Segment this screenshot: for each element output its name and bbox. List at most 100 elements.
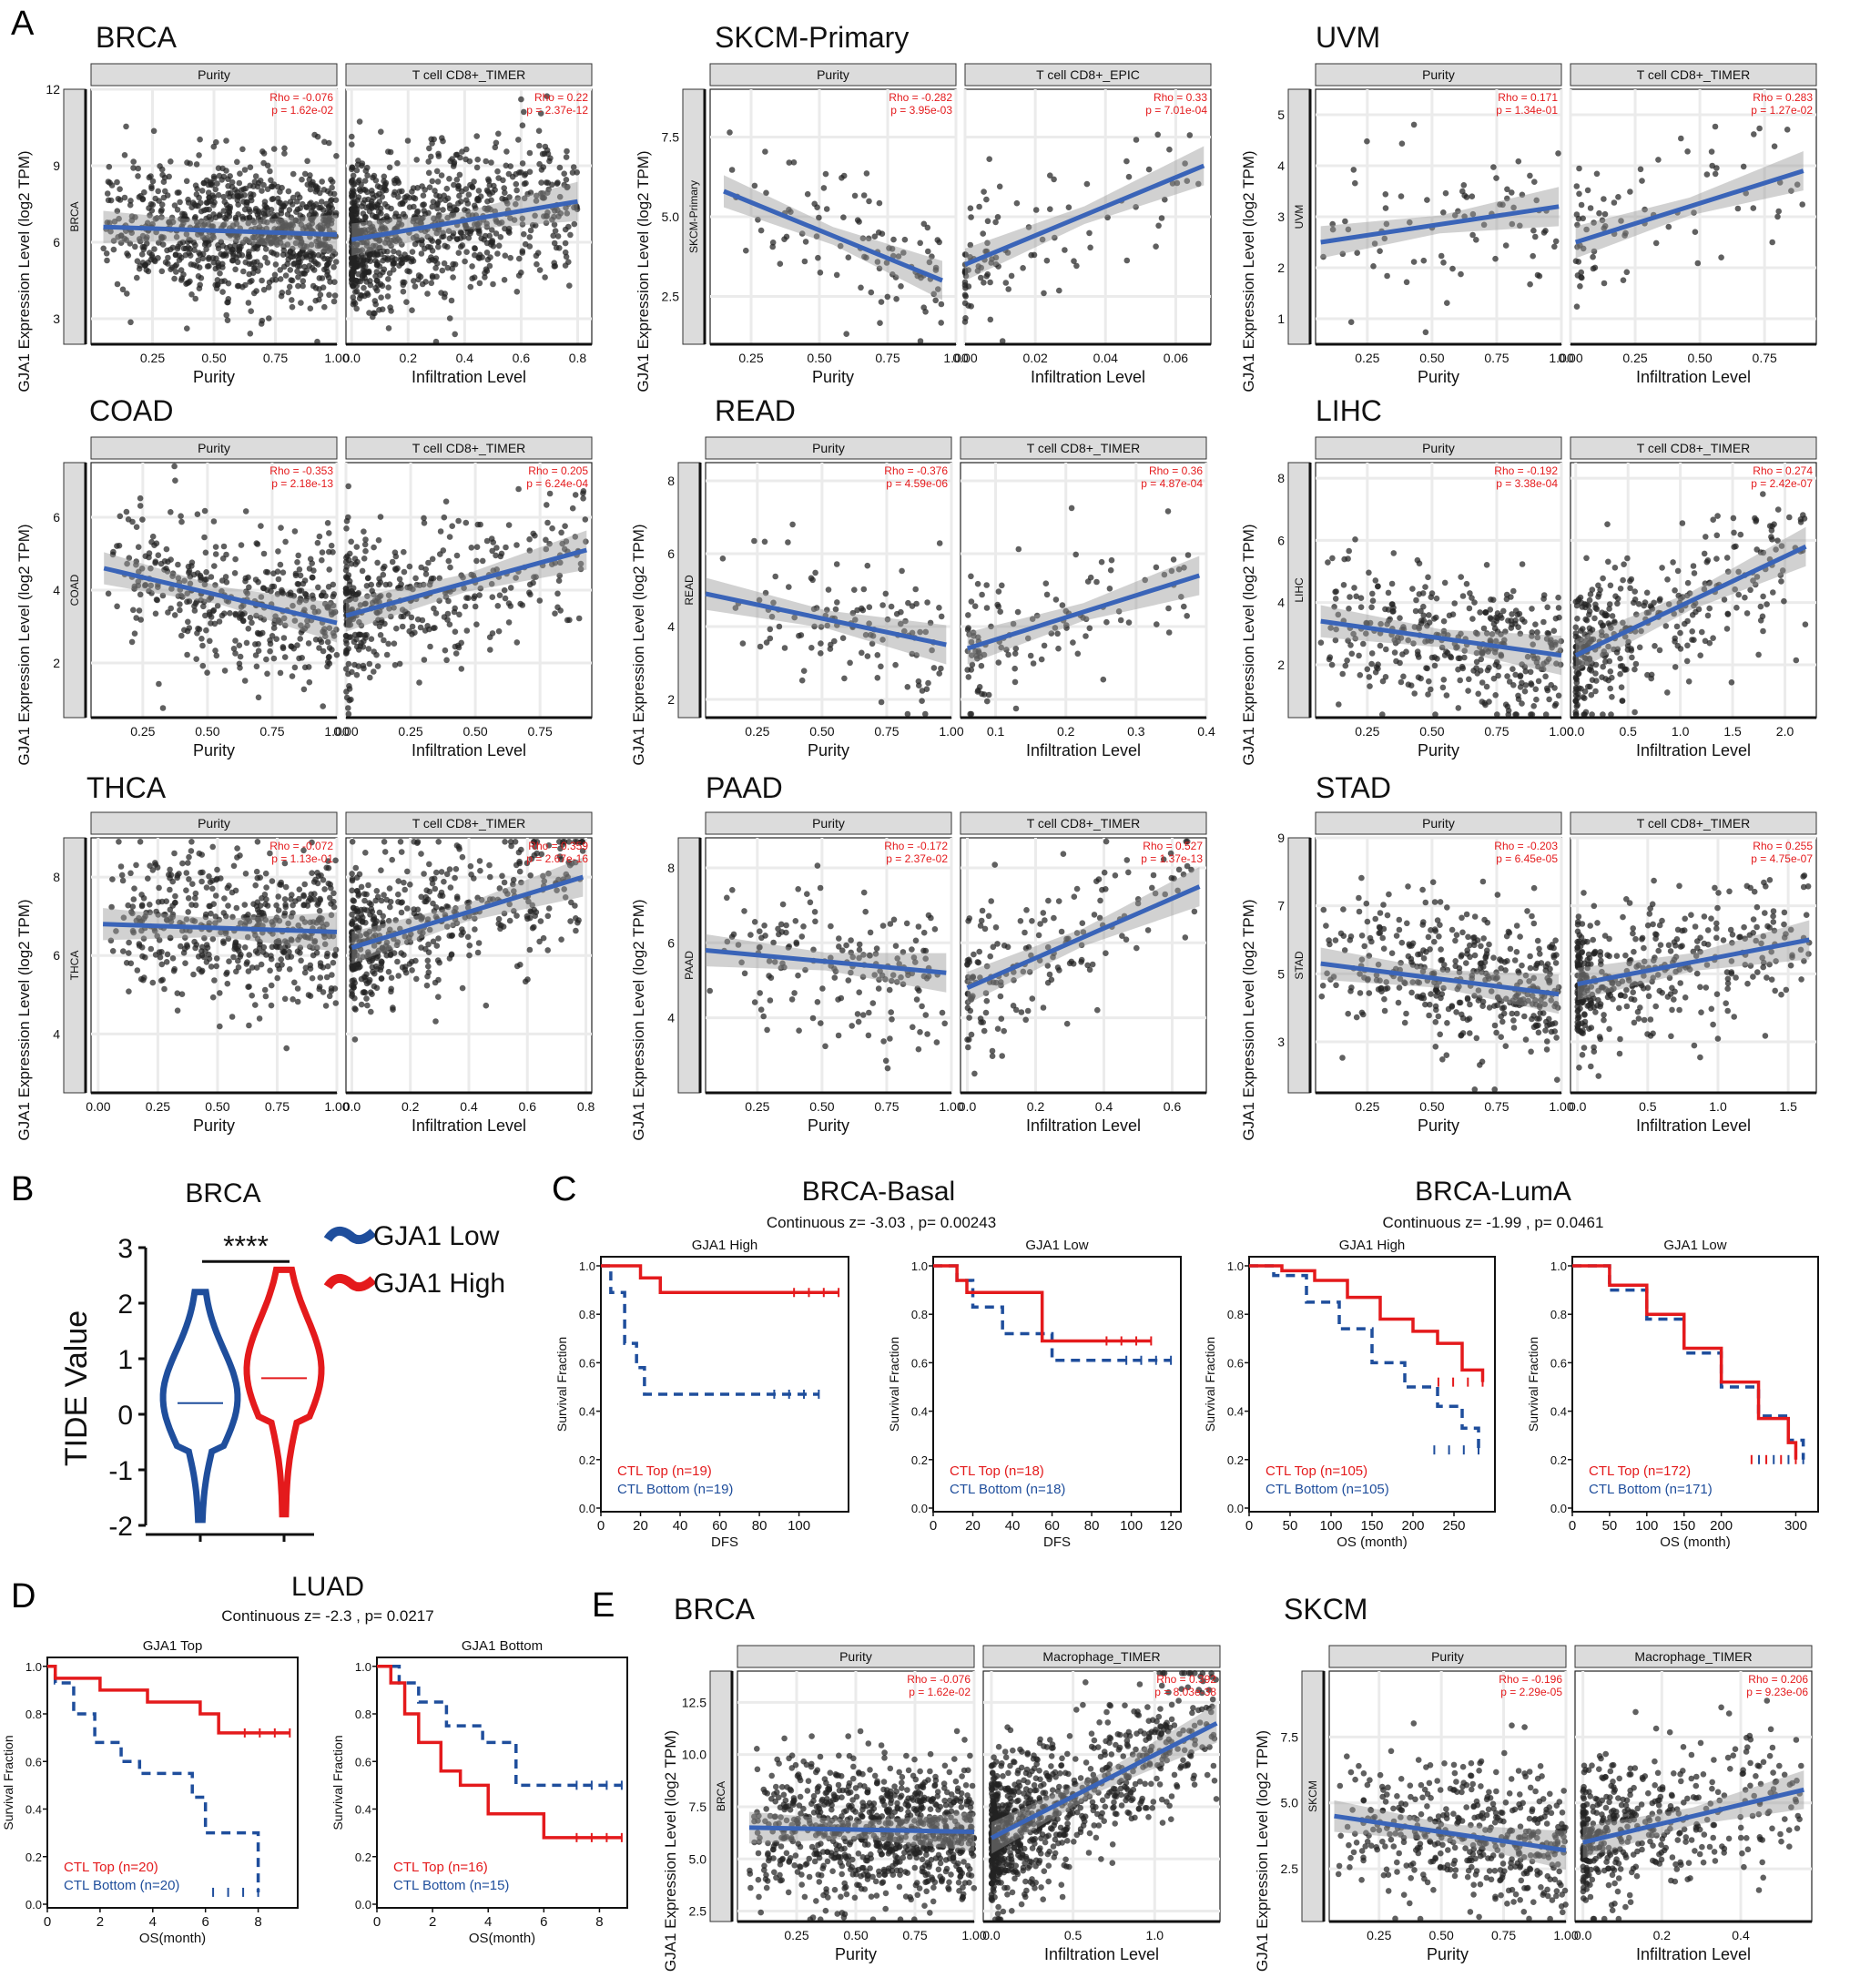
- data-point: [1628, 647, 1635, 654]
- data-point: [976, 203, 982, 210]
- data-point: [1618, 684, 1625, 690]
- data-point: [450, 274, 456, 280]
- data-point: [859, 649, 865, 657]
- data-point: [1410, 121, 1418, 128]
- data-point: [1403, 279, 1410, 286]
- data-point: [277, 669, 284, 677]
- data-point: [536, 142, 543, 149]
- data-point: [847, 659, 853, 667]
- data-point: [269, 277, 276, 283]
- data-point: [168, 509, 174, 515]
- data-point: [469, 263, 475, 270]
- data-point: [232, 214, 239, 221]
- data-point: [1529, 606, 1535, 612]
- data-point: [193, 656, 199, 662]
- data-point: [326, 566, 333, 573]
- data-point: [137, 591, 144, 598]
- data-point: [320, 266, 328, 273]
- data-point: [1326, 656, 1333, 663]
- data-point: [776, 623, 783, 630]
- data-point: [433, 943, 441, 949]
- data-point: [229, 889, 236, 896]
- data-point: [229, 178, 236, 186]
- data-point: [1713, 532, 1721, 539]
- data-point: [536, 160, 543, 168]
- p-stat: p = 2.18e-13: [271, 477, 333, 490]
- data-point: [261, 892, 269, 898]
- x-tick-label: 0.50: [809, 724, 834, 739]
- data-point: [851, 192, 859, 199]
- data-point: [219, 289, 226, 295]
- data-point: [1419, 590, 1427, 596]
- data-point: [1652, 240, 1660, 247]
- data-point: [564, 148, 570, 155]
- p-stat: p = 6.24e-04: [526, 477, 588, 490]
- data-point: [1125, 173, 1133, 180]
- data-point: [306, 678, 313, 686]
- data-point: [184, 325, 190, 332]
- data-point: [213, 955, 220, 962]
- data-point: [371, 648, 378, 655]
- data-point: [212, 892, 219, 899]
- rho-stat: Rho = -0.072: [269, 840, 333, 852]
- data-point: [1184, 613, 1190, 619]
- data-point: [164, 192, 171, 199]
- data-point: [483, 240, 491, 247]
- data-point: [1771, 143, 1778, 149]
- data-point: [863, 170, 870, 177]
- data-point: [424, 291, 431, 297]
- data-point: [287, 248, 294, 255]
- data-point: [1611, 199, 1618, 206]
- data-point: [203, 576, 209, 583]
- data-point: [213, 285, 220, 292]
- data-point: [1614, 596, 1621, 602]
- data-point: [1184, 552, 1192, 558]
- data-point: [984, 698, 991, 705]
- data-point: [743, 247, 749, 254]
- data-point: [318, 592, 325, 599]
- data-point: [186, 876, 192, 882]
- data-point: [262, 993, 269, 1000]
- data-point: [385, 148, 391, 155]
- data-point: [521, 180, 528, 188]
- data-point: [983, 582, 990, 588]
- data-point: [1684, 617, 1691, 625]
- data-point: [1510, 682, 1517, 688]
- data-point: [238, 613, 244, 620]
- data-point: [961, 300, 969, 307]
- data-point: [229, 250, 237, 257]
- data-point: [384, 257, 391, 263]
- data-point: [452, 650, 460, 657]
- y-tick-label: 2.5: [662, 290, 680, 304]
- data-point: [1015, 545, 1022, 553]
- data-point: [399, 623, 406, 630]
- data-point: [134, 274, 140, 281]
- data-point: [242, 577, 249, 585]
- data-point: [330, 549, 336, 556]
- data-point: [213, 963, 219, 970]
- data-point: [1390, 550, 1398, 556]
- data-point: [135, 544, 142, 550]
- data-point: [297, 636, 304, 642]
- data-point: [938, 613, 945, 620]
- data-point: [130, 896, 137, 902]
- data-point: [538, 179, 544, 186]
- data-point: [269, 183, 276, 190]
- data-point: [999, 582, 1005, 589]
- data-point: [1522, 668, 1530, 675]
- data-point: [169, 244, 177, 251]
- data-point: [163, 898, 169, 904]
- chart-title: READ: [715, 394, 796, 427]
- data-point: [1413, 596, 1419, 604]
- data-point: [1340, 582, 1347, 588]
- data-point: [348, 178, 355, 186]
- data-point: [562, 249, 569, 256]
- data-point: [272, 261, 280, 268]
- data-point: [242, 281, 249, 289]
- data-point: [194, 186, 200, 192]
- data-point: [1087, 574, 1094, 581]
- data-point: [137, 975, 145, 983]
- data-point: [462, 519, 470, 526]
- data-point: [526, 234, 534, 240]
